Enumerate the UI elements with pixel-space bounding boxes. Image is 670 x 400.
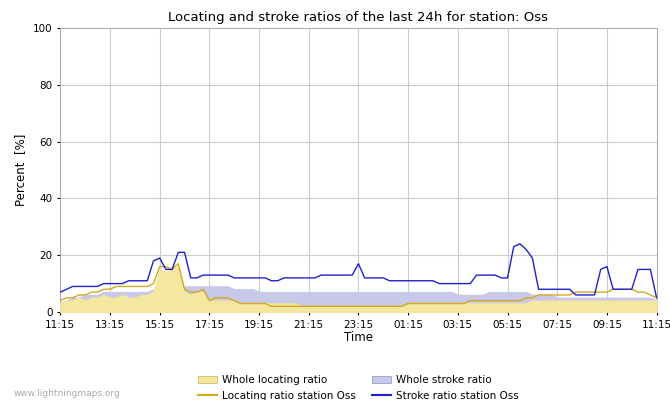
Text: www.lightningmaps.org: www.lightningmaps.org bbox=[13, 389, 120, 398]
X-axis label: Time: Time bbox=[344, 331, 373, 344]
Y-axis label: Percent  [%]: Percent [%] bbox=[15, 134, 27, 206]
Title: Locating and stroke ratios of the last 24h for station: Oss: Locating and stroke ratios of the last 2… bbox=[168, 11, 549, 24]
Legend: Whole locating ratio, Locating ratio station Oss, Whole stroke ratio, Stroke rat: Whole locating ratio, Locating ratio sta… bbox=[198, 375, 519, 400]
